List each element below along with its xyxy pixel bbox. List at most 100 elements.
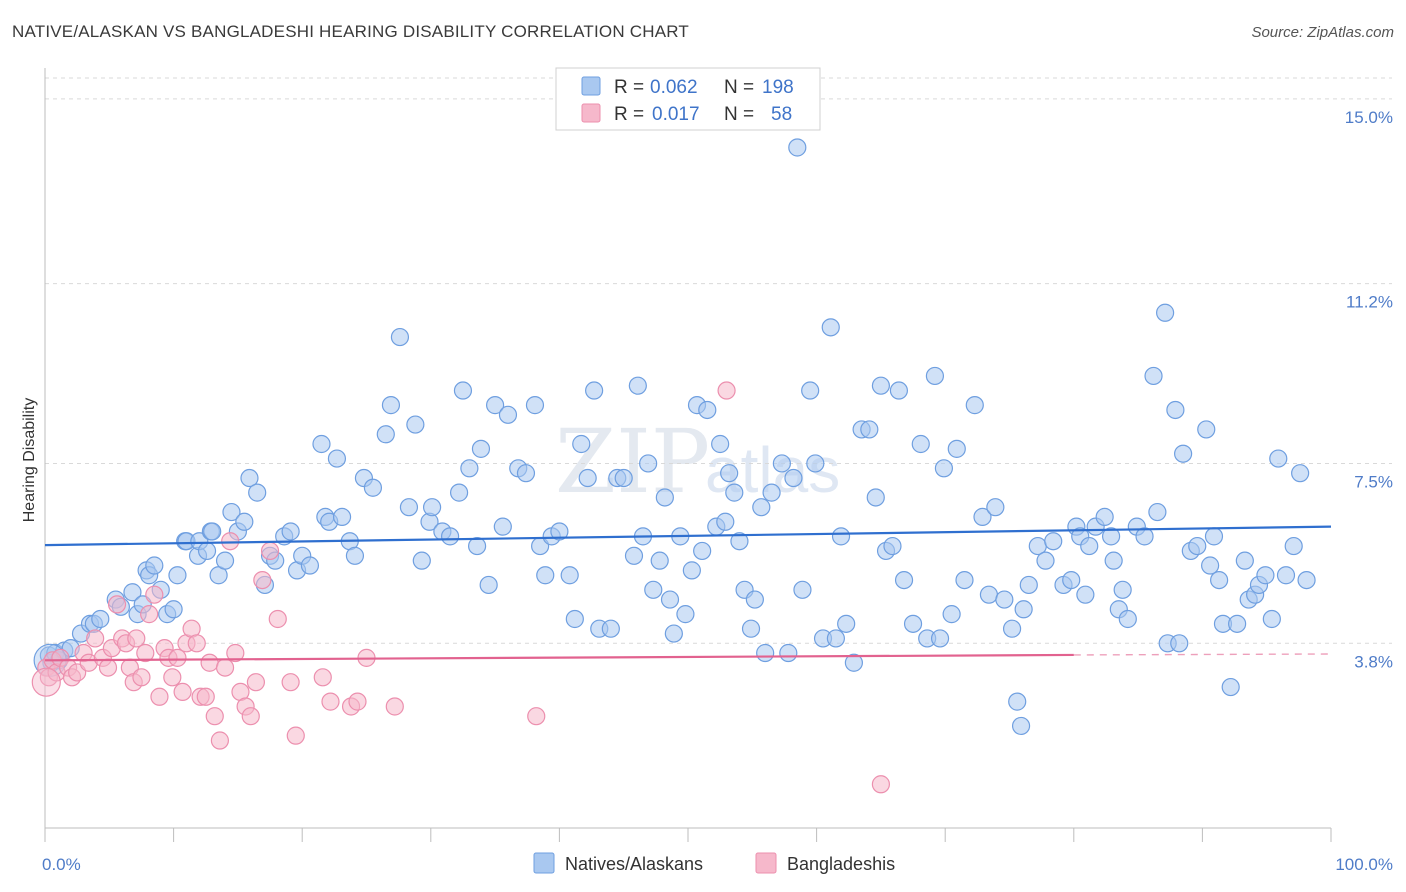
natives-point-173: [1144, 366, 1163, 386]
natives-point-113: [756, 643, 775, 663]
legend-swatch-pink: [581, 103, 601, 123]
natives-point-81: [572, 434, 591, 454]
natives-point-163: [1080, 536, 1099, 556]
y-tick-label-3: 15.0%: [1345, 108, 1393, 127]
chart-title: NATIVE/ALASKAN VS BANGLADESHI HEARING DI…: [12, 22, 689, 41]
natives-point-21: [168, 566, 187, 585]
natives-point-129: [860, 420, 879, 439]
bangladeshi-point-7: [68, 663, 87, 682]
natives-point-26: [197, 541, 217, 561]
natives-point-136: [903, 614, 923, 633]
bangladeshi-point-10: [86, 629, 105, 648]
bangladeshi-point-46: [260, 541, 280, 561]
natives-point-53: [376, 425, 395, 444]
bottom-legend-swatch-pink: [755, 852, 777, 874]
trend-line-natives: [44, 525, 1332, 547]
bangladeshi-point-53: [348, 692, 367, 711]
natives-point-94: [655, 488, 674, 507]
series-legend: Natives/Alaskans Bangladeshis: [533, 852, 895, 874]
natives-point-124: [826, 629, 845, 648]
bangladeshi-point-23: [145, 585, 164, 604]
natives-point-145: [965, 396, 984, 415]
natives-point-85: [601, 619, 620, 638]
natives-point-47: [327, 449, 347, 468]
bangladeshi-point-57: [717, 381, 736, 400]
natives-point-187: [1221, 677, 1240, 697]
natives-point-112: [752, 498, 771, 517]
natives-point-105: [716, 512, 735, 531]
natives-point-60: [422, 498, 442, 517]
bangladeshi-point-58: [871, 775, 891, 794]
bangladeshi-point-20: [132, 668, 151, 687]
natives-point-126: [837, 614, 856, 633]
natives-point-108: [730, 532, 749, 551]
natives-point-65: [460, 459, 479, 478]
bangladeshi-point-14: [107, 595, 127, 614]
natives-point-55: [390, 327, 410, 347]
bangladeshi-point-40: [226, 643, 245, 663]
bottom-legend-swatch-blue: [533, 852, 555, 874]
natives-point-115: [772, 454, 791, 473]
natives-point-83: [585, 381, 604, 400]
bangladeshi-point-32: [187, 634, 206, 653]
natives-point-98: [676, 605, 695, 624]
natives-point-143: [947, 439, 966, 458]
natives-point-107: [725, 483, 744, 502]
y-tick-labels: 3.8% 7.5% 11.2% 15.0%: [1345, 108, 1393, 671]
natives-point-44: [312, 434, 331, 454]
bangladeshi-point-19: [127, 629, 146, 648]
y-axis-label: Hearing Disability: [21, 398, 38, 523]
x-tick-label-0: 0.0%: [42, 855, 81, 874]
natives-point-118: [788, 138, 807, 157]
natives-point-96: [664, 624, 683, 643]
bangladeshi-point-38: [215, 658, 235, 677]
natives-point-119: [793, 580, 812, 599]
natives-point-33: [235, 512, 254, 531]
natives-point-35: [248, 483, 267, 502]
natives-point-148: [986, 498, 1005, 517]
natives-point-183: [1201, 556, 1220, 575]
natives-point-149: [995, 590, 1014, 609]
natives-point-137: [911, 434, 930, 454]
natives-point-193: [1256, 566, 1275, 585]
natives-point-101: [693, 541, 712, 561]
natives-point-68: [479, 575, 498, 595]
bangladeshi-point-45: [253, 571, 272, 590]
bangladeshi-point-47: [268, 609, 287, 629]
natives-point-99: [682, 561, 701, 580]
natives-point-40: [281, 522, 300, 541]
natives-point-179: [1174, 444, 1193, 463]
natives-point-144: [955, 571, 974, 590]
bangladeshi-cluster-point: [31, 667, 61, 697]
bangladeshi-point-35: [200, 653, 219, 672]
natives-point-167: [1104, 551, 1123, 570]
legend-r-value-pink: 0.017: [652, 104, 700, 125]
natives-point-111: [745, 590, 764, 609]
natives-point-130: [866, 488, 885, 507]
natives-point-76: [536, 566, 555, 585]
legend-r-value-blue: 0.062: [650, 77, 698, 98]
natives-point-93: [650, 551, 669, 570]
bangladeshi-point-43: [241, 707, 260, 726]
legend-n-value-blue: 198: [762, 77, 794, 98]
natives-point-12: [123, 583, 142, 602]
bangladeshi-point-56: [527, 707, 546, 726]
natives-point-106: [720, 464, 739, 483]
natives-point-199: [1297, 571, 1316, 590]
natives-point-197: [1284, 536, 1303, 556]
bangladeshi-point-48: [281, 673, 300, 692]
natives-point-91: [639, 454, 658, 473]
natives-point-150: [1002, 619, 1022, 638]
natives-point-102: [698, 400, 717, 420]
bangladeshi-point-36: [205, 707, 224, 726]
natives-point-134: [889, 381, 909, 400]
natives-point-66: [467, 536, 487, 556]
bangladeshi-point-22: [140, 605, 159, 624]
natives-point-114: [762, 483, 781, 502]
natives-point-172: [1135, 527, 1154, 546]
natives-point-62: [440, 527, 460, 546]
natives-point-20: [164, 600, 183, 619]
natives-point-120: [801, 381, 820, 400]
bangladeshi-point-44: [246, 673, 266, 692]
natives-point-73: [516, 464, 536, 483]
